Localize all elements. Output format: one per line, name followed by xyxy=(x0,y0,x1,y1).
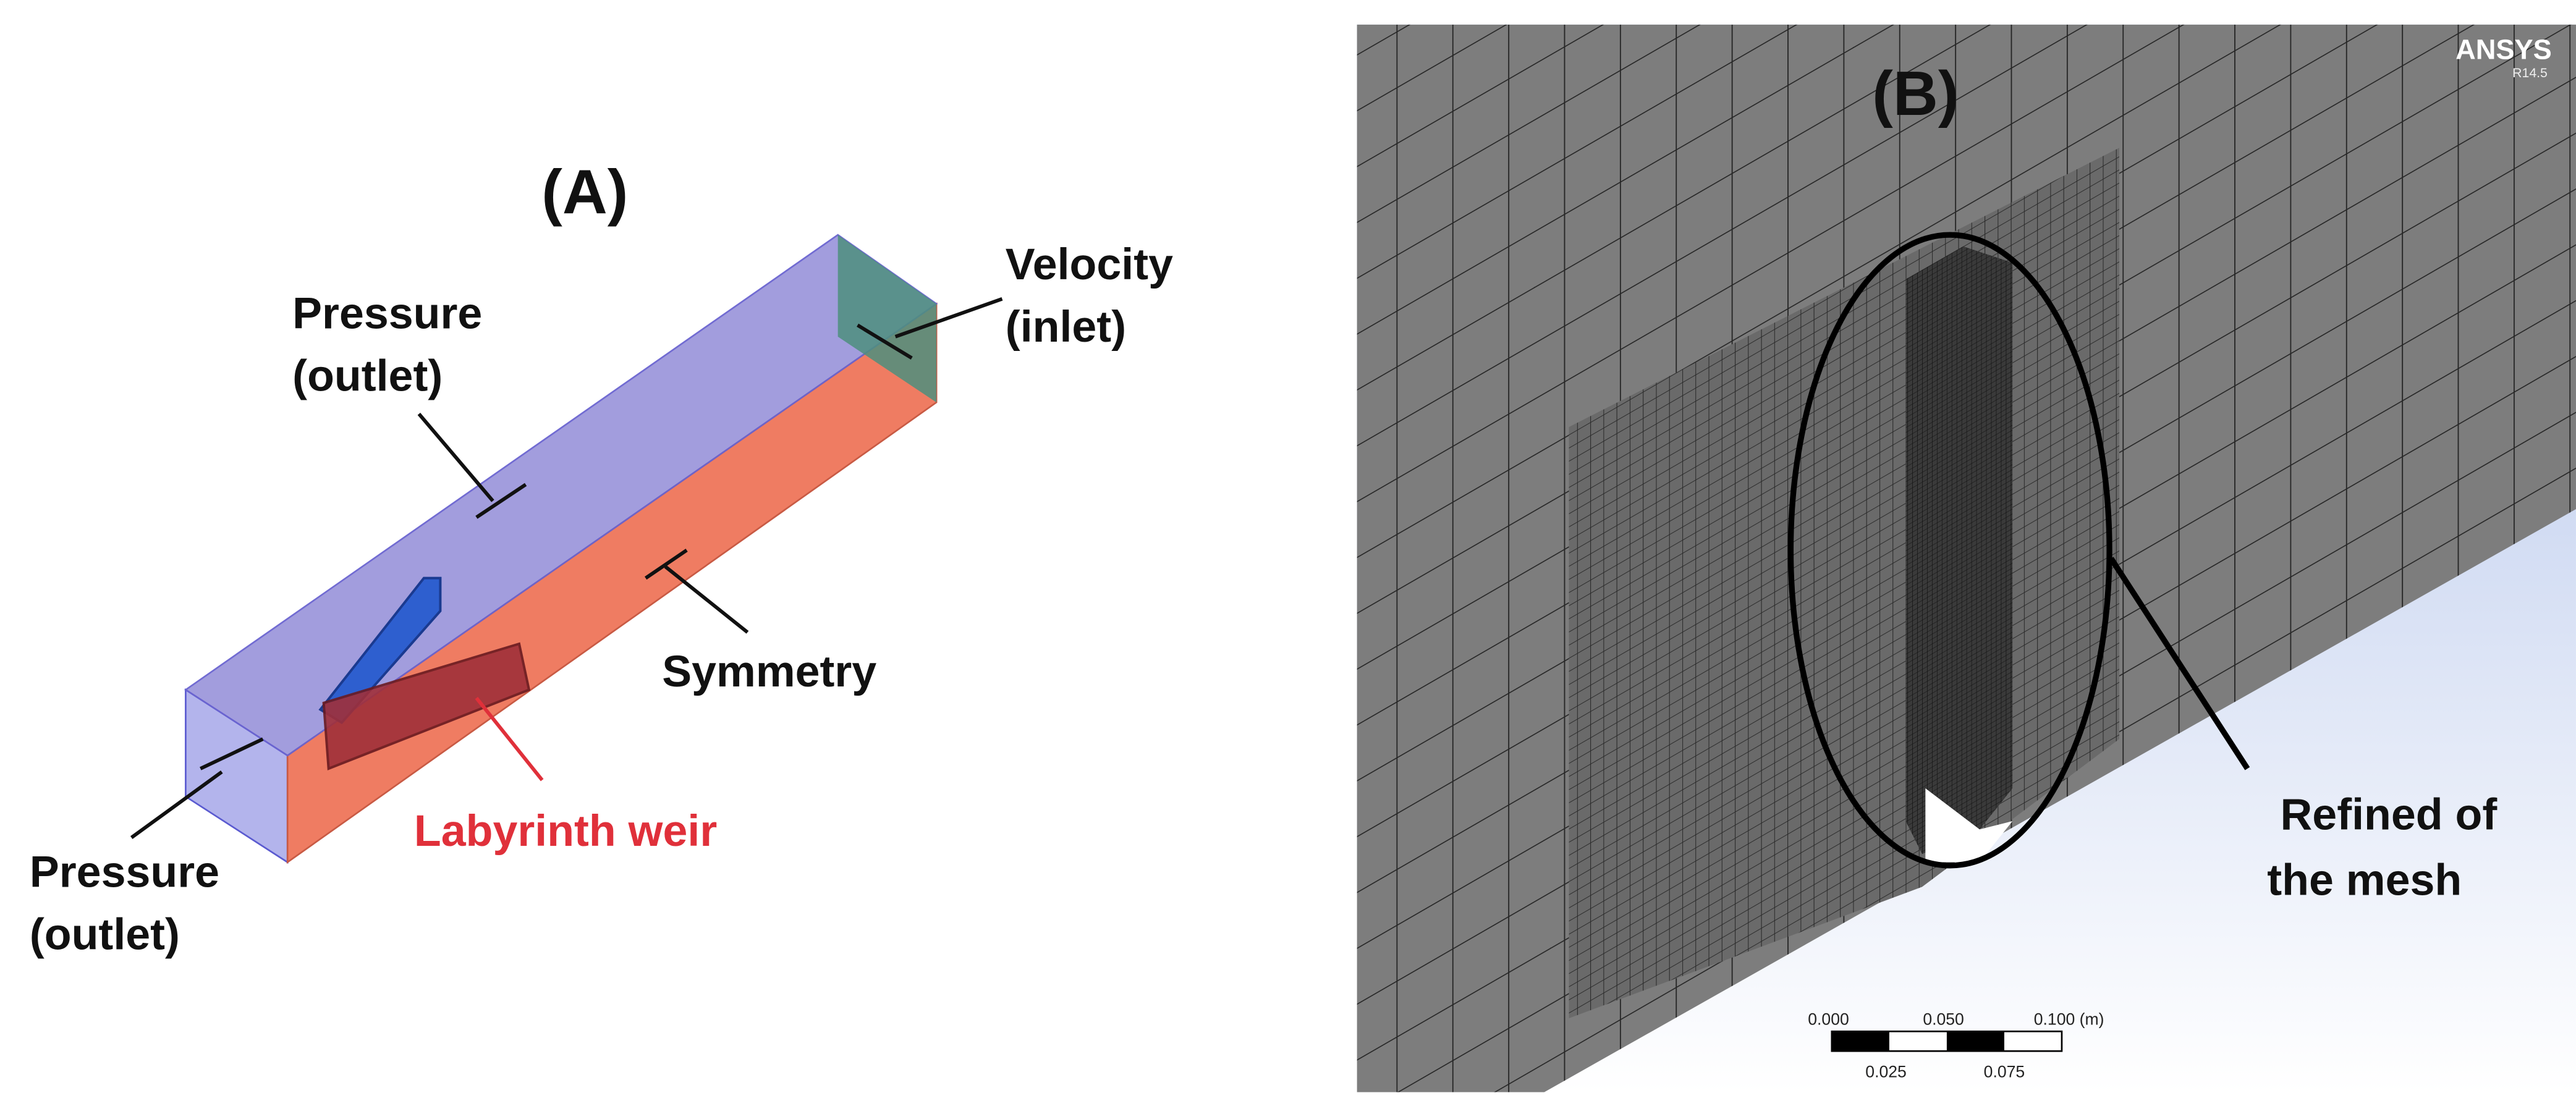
label: Pressure xyxy=(30,847,219,897)
leader xyxy=(417,412,527,519)
logo: ANSYS xyxy=(2455,34,2552,65)
label: (inlet) xyxy=(1006,302,1126,352)
panel-b: (B) ANSYS R14.5 Refined of the mesh 0.00… xyxy=(1357,24,2576,1092)
inlet-face xyxy=(837,235,937,403)
label: (outlet) xyxy=(30,909,180,959)
label: Symmetry xyxy=(662,647,876,696)
leader xyxy=(645,549,749,634)
leader xyxy=(857,297,1003,360)
leader xyxy=(2108,557,2250,770)
label: Velocity xyxy=(1006,240,1173,289)
panel-label: (A) xyxy=(541,158,628,227)
scale-label: 0.100 (m) xyxy=(2034,1010,2104,1029)
version: R14.5 xyxy=(2512,65,2548,80)
weir-gap xyxy=(1925,788,2013,863)
leader-red xyxy=(475,696,544,782)
highlight xyxy=(1787,232,2112,869)
scale-label: 0.025 xyxy=(1865,1063,1907,1081)
scale-label: 0.000 xyxy=(1808,1010,1849,1029)
panel-a: (A) Pressure (outlet) Velocity (inlet) S… xyxy=(30,158,1173,960)
weir-red xyxy=(322,642,531,770)
scale-bar: 0.000 0.050 0.100 (m) 0.025 0.075 xyxy=(1808,1010,2104,1081)
panel-label: (B) xyxy=(1872,59,1959,129)
annotation: Refined of xyxy=(2281,790,2498,839)
label: Pressure xyxy=(292,289,482,339)
annotation: the mesh xyxy=(2267,856,2462,905)
label: Labyrinth weir xyxy=(414,806,717,856)
leader xyxy=(130,737,264,840)
label: (outlet) xyxy=(292,352,443,401)
scale-label: 0.050 xyxy=(1923,1010,1964,1029)
mesh-weir xyxy=(1905,246,2013,854)
scale-label: 0.075 xyxy=(1984,1063,2025,1081)
